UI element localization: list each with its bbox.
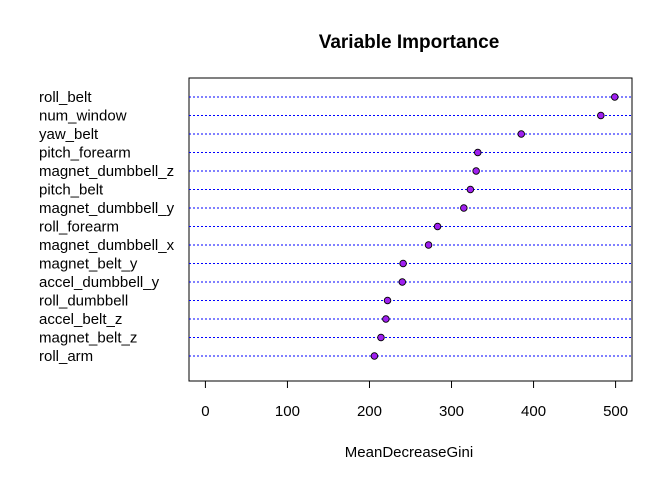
x-axis: 0 100 200 300 400 500 [201,380,628,420]
category-label: pitch_belt [39,182,104,199]
category-label: roll_forearm [39,219,119,236]
category-label: magnet_belt_y [39,256,138,273]
x-axis-title: MeanDecreaseGini [345,444,473,461]
data-point [474,148,482,157]
category-label: magnet_belt_z [39,330,137,347]
data-point [398,278,407,286]
category-label: roll_belt [39,89,92,106]
data-point [433,222,442,231]
data-point [597,111,605,120]
data-point [517,130,526,138]
x-tick-label: 500 [603,403,628,420]
x-tick-label: 300 [439,403,464,420]
data-point [466,185,475,194]
data-point [611,93,619,101]
x-tick-label: 0 [201,403,209,420]
category-label: magnet_dumbbell_x [39,237,175,254]
category-label: num_window [39,108,127,125]
data-point [399,259,407,268]
category-label: roll_arm [39,348,93,365]
category-label: accel_dumbbell_y [39,274,160,291]
data-point [370,352,379,360]
data-point [383,296,392,305]
data-point [377,333,385,342]
chart-title: Variable Importance [319,32,500,53]
data-point [472,167,480,175]
data-point [460,204,468,212]
data-point [382,315,390,323]
category-label: accel_belt_z [39,311,122,328]
category-label: yaw_belt [39,126,99,143]
category-label: magnet_dumbbell_y [39,200,175,217]
x-tick-label: 400 [521,403,546,420]
x-tick-label: 100 [275,403,300,420]
x-tick-label: 200 [357,403,382,420]
category-label: pitch_forearm [39,145,131,162]
data-point [424,241,433,249]
category-label: roll_dumbbell [39,293,128,310]
plot-frame [188,77,633,382]
category-label: magnet_dumbbell_z [39,163,174,180]
